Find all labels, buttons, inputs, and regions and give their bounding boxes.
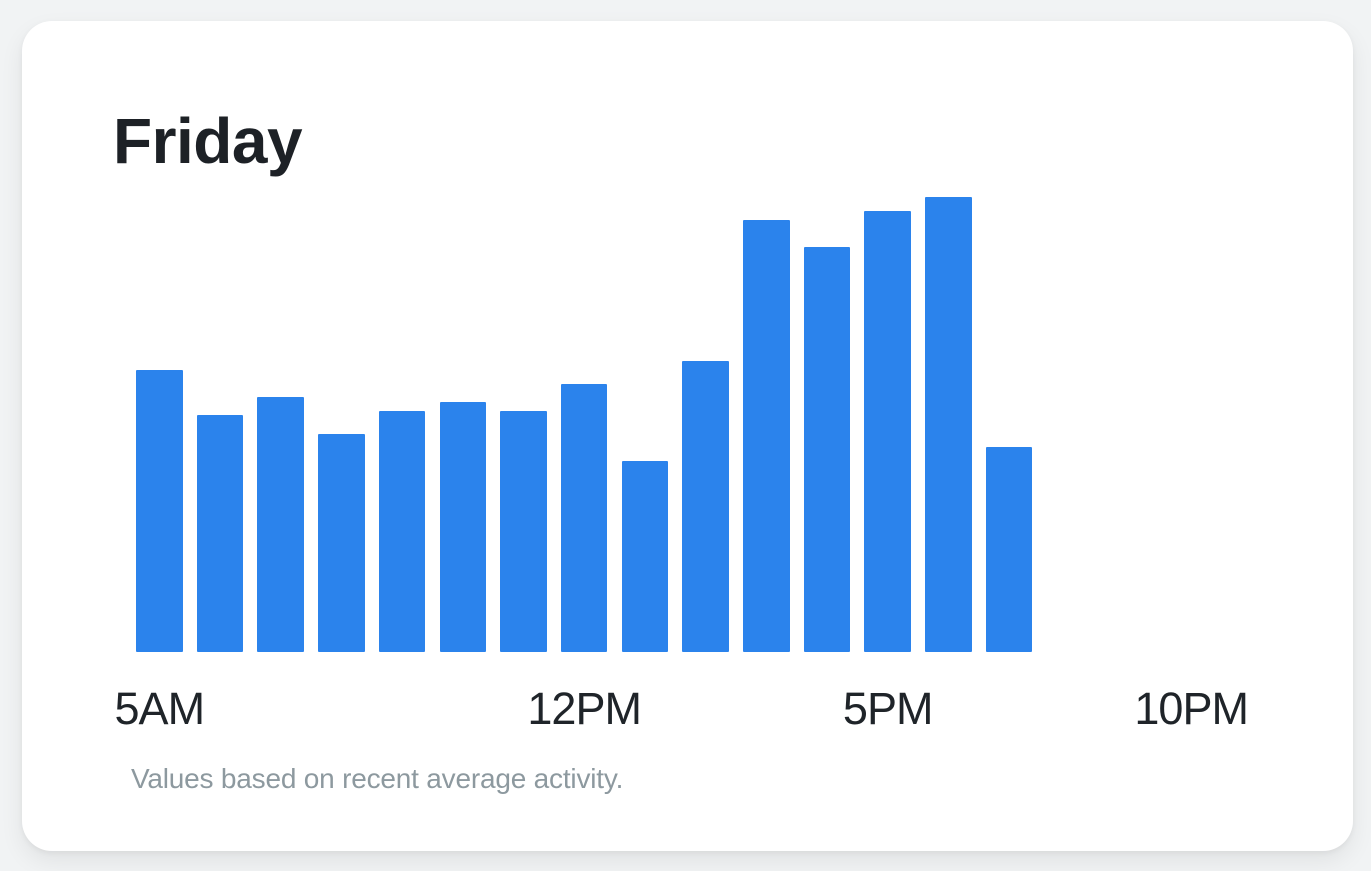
hour-bar-6am[interactable]: [196, 415, 244, 652]
hour-bar-1pm[interactable]: [621, 461, 669, 652]
hour-bar-6pm[interactable]: [925, 197, 972, 652]
hour-bar-10am[interactable]: [439, 402, 487, 652]
hour-bar-11am[interactable]: [500, 411, 547, 652]
popular-times-card: Friday 5AM 12PM 5PM 10PM Values based on re…: [22, 21, 1353, 851]
hour-bar-5pm[interactable]: [864, 211, 911, 652]
x-tick-label-5am: 5AM: [114, 683, 206, 734]
hour-bar-3pm[interactable]: [743, 220, 790, 652]
hour-bar-8am[interactable]: [318, 434, 365, 652]
hour-bar-12pm[interactable]: [560, 384, 608, 652]
hour-bar-9am[interactable]: [378, 411, 426, 652]
hour-bar-7am[interactable]: [257, 397, 304, 652]
hour-bar-2pm[interactable]: [682, 361, 729, 652]
x-tick-label-12pm: 12PM: [527, 683, 642, 734]
hourly-activity-bar-chart: [136, 191, 1229, 652]
chart-footnote: Values based on recent average activity.: [131, 763, 624, 794]
hour-bar-5am[interactable]: [136, 370, 183, 652]
x-axis: 5AM 12PM 5PM 10PM: [115, 683, 1249, 743]
x-tick-label-10pm: 10PM: [1134, 683, 1249, 734]
hour-bar-4pm[interactable]: [803, 247, 851, 652]
x-tick-label-5pm: 5PM: [842, 683, 934, 734]
hour-bar-7pm[interactable]: [985, 447, 1033, 652]
day-title: Friday: [113, 105, 303, 177]
